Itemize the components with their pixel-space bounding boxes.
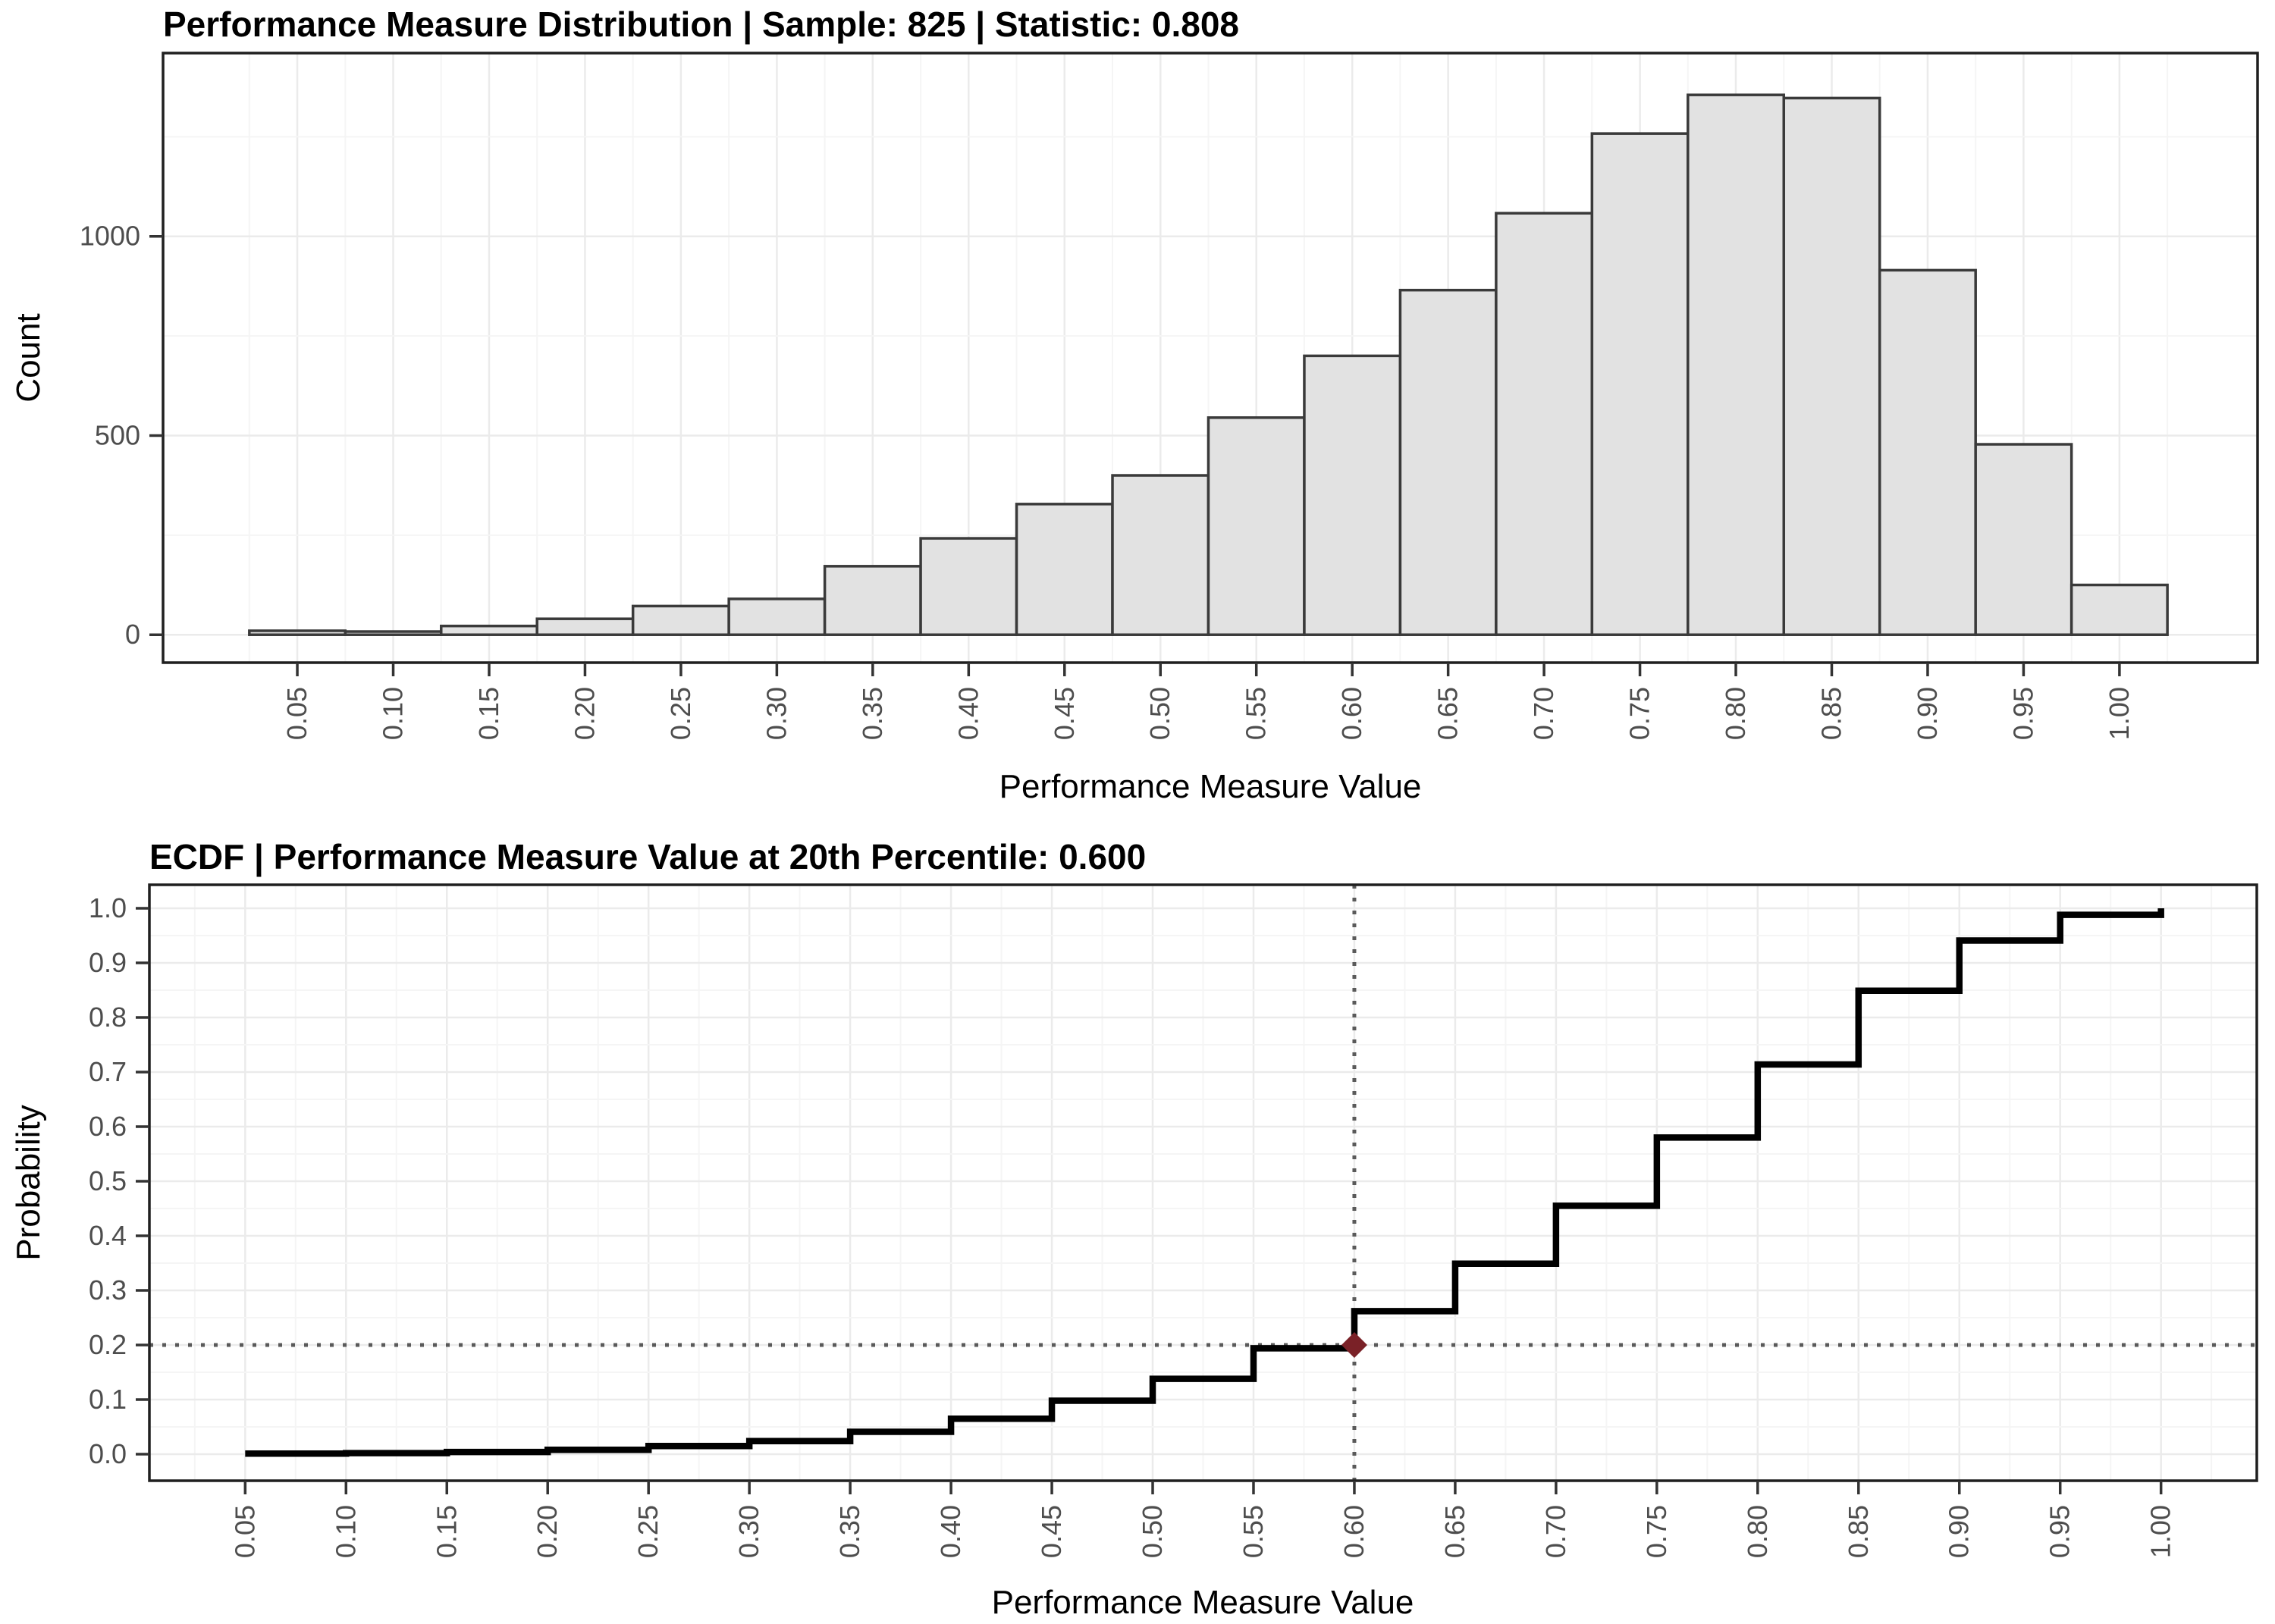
panel-border	[148, 883, 2258, 1482]
histogram-bar	[823, 565, 922, 636]
y-tick-label: 0.9	[89, 947, 127, 978]
ecdf-title: ECDF | Performance Measure Value at 20th…	[149, 837, 1146, 876]
histogram-bar	[535, 617, 635, 636]
x-tick-label: 0.05	[229, 1505, 260, 1558]
histogram-bar	[1782, 96, 1881, 636]
x-tick-label: 0.60	[1336, 687, 1367, 740]
histogram-bar	[1398, 288, 1498, 636]
ecdf-x-axis-title: Performance Measure Value	[992, 1584, 1414, 1621]
x-tick-label: 0.10	[330, 1505, 361, 1558]
x-tick-label: 1.00	[2104, 687, 2135, 740]
x-tick-label: 0.50	[1144, 687, 1175, 740]
percentile-point-diamond	[1341, 1332, 1367, 1359]
x-tick-label: 0.30	[733, 1505, 764, 1558]
x-tick-label: 0.65	[1439, 1505, 1470, 1558]
y-tick-label: 0.0	[89, 1438, 127, 1469]
x-tick-label: 0.35	[834, 1505, 865, 1558]
histogram-bar	[1207, 416, 1306, 636]
x-tick-label: 0.80	[1720, 687, 1751, 740]
x-tick-label: 0.90	[1944, 1505, 1975, 1558]
x-tick-label: 0.15	[473, 687, 504, 740]
x-tick-label: 0.45	[1036, 1505, 1067, 1558]
histogram-y-axis-title: Count	[10, 313, 47, 402]
histogram-bar	[344, 630, 443, 636]
y-tick-label: 0.6	[89, 1111, 127, 1142]
y-tick-label: 0.7	[89, 1056, 127, 1087]
x-tick-label: 0.55	[1241, 687, 1272, 740]
histogram-bar	[919, 537, 1018, 636]
axis-ticks	[136, 907, 2163, 1494]
x-tick-label: 0.35	[857, 687, 888, 740]
histogram-bar	[248, 629, 347, 636]
x-tick-label: 0.25	[665, 687, 696, 740]
histogram-bar	[1878, 268, 1977, 636]
y-tick-label: 0.1	[89, 1384, 127, 1415]
x-tick-label: 0.15	[431, 1505, 462, 1558]
histogram-bar	[439, 624, 538, 636]
panel-border	[162, 52, 2259, 664]
x-tick-label: 0.90	[1912, 687, 1943, 740]
x-tick-label: 0.60	[1338, 1505, 1370, 1558]
x-tick-label: 0.65	[1432, 687, 1464, 740]
ecdf-y-axis-title: Probability	[10, 1105, 47, 1260]
y-tick-label: 0	[125, 619, 140, 650]
y-tick-label: 0.4	[89, 1220, 127, 1251]
histogram-title: Performance Measure Distribution | Sampl…	[163, 5, 1239, 44]
x-tick-label: 0.50	[1137, 1505, 1168, 1558]
x-tick-label: 0.85	[1843, 1505, 1874, 1558]
histogram-bar	[1590, 132, 1690, 636]
ecdf-step-line	[245, 908, 2164, 1457]
x-tick-label: 0.55	[1238, 1505, 1269, 1558]
gridlines	[149, 885, 2257, 1481]
histogram-bar	[1974, 443, 2073, 636]
x-tick-label: 0.20	[532, 1505, 563, 1558]
x-tick-label: 0.95	[2044, 1505, 2076, 1558]
y-tick-label: 0.5	[89, 1165, 127, 1196]
x-tick-label: 0.10	[378, 687, 409, 740]
y-tick-label: 500	[95, 419, 140, 450]
y-tick-label: 0.3	[89, 1274, 127, 1306]
histogram-bar	[727, 597, 827, 636]
histogram-panel: 0.05 0.10 0.15 0.20 0.25 0.30 0.35 0.40 0.45 0.50…	[80, 52, 2259, 740]
x-tick-label: 0.75	[1641, 1505, 1672, 1558]
x-tick-label: 0.95	[2007, 687, 2038, 740]
x-tick-label: 1.00	[2145, 1505, 2176, 1558]
histogram-bar	[1687, 93, 1786, 636]
x-tick-label: 0.70	[1540, 1505, 1571, 1558]
histogram-bar	[1015, 503, 1114, 636]
histogram-x-axis-title: Performance Measure Value	[999, 768, 1422, 805]
x-tick-label: 0.05	[281, 687, 312, 740]
x-tick-label: 0.30	[761, 687, 792, 740]
x-tick-label: 0.70	[1528, 687, 1559, 740]
histogram-bar	[1303, 354, 1402, 636]
histogram-bar	[2069, 583, 2169, 636]
y-tick-label: 0.8	[89, 1002, 127, 1033]
x-tick-label: 0.40	[935, 1505, 966, 1558]
axis-ticks	[149, 234, 2121, 676]
x-tick-label: 0.40	[952, 687, 984, 740]
histogram-bars	[248, 93, 2169, 636]
y-tick-label: 0.2	[89, 1329, 127, 1360]
y-tick-label: 1.0	[89, 892, 127, 923]
x-tick-label: 0.25	[632, 1505, 664, 1558]
x-tick-label: 0.80	[1742, 1505, 1773, 1558]
y-tick-label: 1000	[80, 221, 140, 252]
x-tick-label: 0.85	[1815, 687, 1847, 740]
x-tick-label: 0.45	[1049, 687, 1080, 740]
x-tick-label: 0.20	[569, 687, 600, 740]
histogram-bar	[1111, 474, 1210, 636]
x-tick-label: 0.75	[1624, 687, 1655, 740]
histogram-bar	[631, 604, 730, 636]
ecdf-panel: 0.05 0.10 0.15 0.20 0.25 0.30 0.35 0.40 0.45 0.50…	[89, 883, 2258, 1558]
histogram-bar	[1495, 212, 1594, 636]
